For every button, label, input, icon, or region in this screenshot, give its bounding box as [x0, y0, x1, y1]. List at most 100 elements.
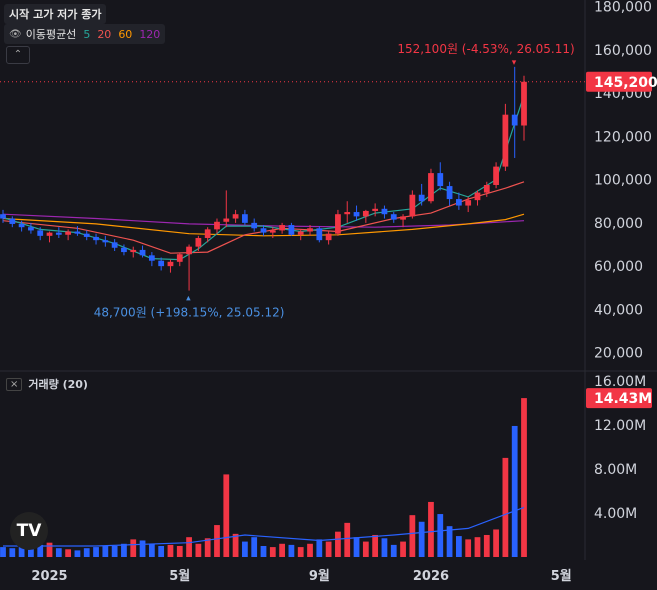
- volume-bar: [409, 515, 416, 557]
- volume-bar: [37, 544, 44, 557]
- ma-label: 이동평균선: [25, 28, 77, 41]
- candle-body: [409, 194, 416, 217]
- volume-bar: [493, 529, 499, 557]
- volume-bar: [316, 539, 323, 557]
- candle-body: [55, 232, 62, 235]
- current-price-tag: 145,200: [594, 75, 657, 91]
- candle-body: [474, 192, 481, 201]
- candle-body: [269, 230, 276, 233]
- volume-bar: [204, 538, 211, 557]
- volume-bar: [474, 537, 481, 557]
- visibility-icon[interactable]: 👁: [9, 28, 22, 40]
- candle-body: [223, 218, 230, 222]
- volume-bar: [400, 541, 406, 557]
- candle-body: [483, 185, 490, 193]
- candle-body: [307, 228, 313, 232]
- volume-ma-line: [3, 506, 525, 547]
- candle-body: [493, 166, 499, 185]
- volume-bar: [176, 545, 183, 557]
- volume-bar: [214, 525, 220, 557]
- close-icon[interactable]: ×: [6, 377, 23, 391]
- volume-bar: [446, 526, 453, 557]
- volume-bar: [465, 539, 472, 557]
- candle-body: [353, 212, 360, 217]
- candle-body: [279, 225, 285, 231]
- volume-bar: [0, 547, 6, 557]
- candle-body: [465, 200, 472, 206]
- price-tick-label: 20,000: [594, 346, 643, 362]
- candle-body: [186, 246, 192, 255]
- candle-body: [521, 81, 527, 126]
- volume-bar: [483, 534, 490, 557]
- volume-bar: [158, 545, 165, 557]
- volume-tick-label: 16.00M: [594, 374, 646, 390]
- candle-body: [316, 228, 323, 241]
- candle-body: [111, 242, 118, 248]
- volume-bar: [353, 537, 360, 557]
- time-tick-label: 2025: [31, 569, 67, 584]
- chevron-up-icon[interactable]: ⌃: [6, 46, 30, 64]
- candle-body: [176, 254, 183, 262]
- candle-body: [93, 236, 99, 241]
- logo-text: TV: [16, 521, 42, 541]
- candle-body: [65, 231, 72, 235]
- candle-body: [372, 208, 379, 211]
- candle-body: [335, 214, 341, 234]
- volume-bar: [18, 547, 25, 557]
- volume-bar: [502, 457, 509, 557]
- tradingview-logo-icon: TV: [10, 512, 48, 550]
- volume-bar: [362, 541, 369, 557]
- volume-tick-label: 8.00M: [594, 462, 637, 478]
- candle-body: [511, 114, 518, 126]
- candle-body: [74, 231, 81, 234]
- ma-period-5: 5: [83, 27, 91, 41]
- price-tick-label: 180,000: [594, 0, 652, 15]
- volume-bar: [167, 544, 174, 557]
- volume-bar: [148, 543, 155, 557]
- candle-body: [214, 221, 220, 230]
- volume-bar: [55, 548, 62, 557]
- candle-body: [232, 214, 239, 219]
- current-volume-tag: 14.43M: [594, 391, 652, 407]
- volume-bar: [93, 547, 99, 557]
- candle-body: [288, 225, 295, 235]
- ma-legend[interactable]: 👁 이동평균선 5 20 60 120: [4, 24, 166, 44]
- candle-body: [418, 194, 425, 202]
- candle-body: [381, 208, 388, 215]
- candle-body: [390, 214, 397, 220]
- volume-bar: [74, 550, 81, 557]
- ma-period-120: 120: [139, 27, 161, 41]
- volume-bar: [139, 540, 146, 557]
- volume-bar: [130, 539, 137, 557]
- ma-period-60: 60: [118, 27, 133, 41]
- volume-bar: [279, 543, 285, 557]
- price-tick-label: 40,000: [594, 302, 643, 318]
- price-tick-label: 160,000: [594, 43, 652, 59]
- candle-body: [83, 233, 90, 237]
- candle-body: [446, 186, 453, 200]
- candle-body: [195, 238, 202, 247]
- volume-bar: [335, 531, 341, 557]
- candle-body: [121, 247, 127, 253]
- volume-bar: [521, 398, 527, 557]
- volume-bar: [186, 537, 192, 557]
- volume-bar: [381, 538, 388, 557]
- volume-bar: [297, 547, 304, 557]
- candle-body: [9, 218, 16, 224]
- price-tick-label: 80,000: [594, 216, 643, 232]
- candle-body: [139, 249, 146, 256]
- candle-body: [148, 255, 155, 261]
- time-tick-label: 9월: [309, 568, 330, 584]
- candle-body: [325, 233, 332, 241]
- low-marker: ▴: [186, 294, 191, 304]
- volume-bar: [242, 541, 248, 557]
- candle-body: [158, 260, 165, 267]
- candle-body: [167, 261, 174, 267]
- candle-body: [502, 114, 509, 167]
- price-tick-label: 120,000: [594, 129, 652, 145]
- candle-body: [251, 222, 258, 229]
- price-tick-label: 100,000: [594, 173, 652, 189]
- volume-bar: [372, 534, 379, 557]
- candle-body: [46, 232, 53, 236]
